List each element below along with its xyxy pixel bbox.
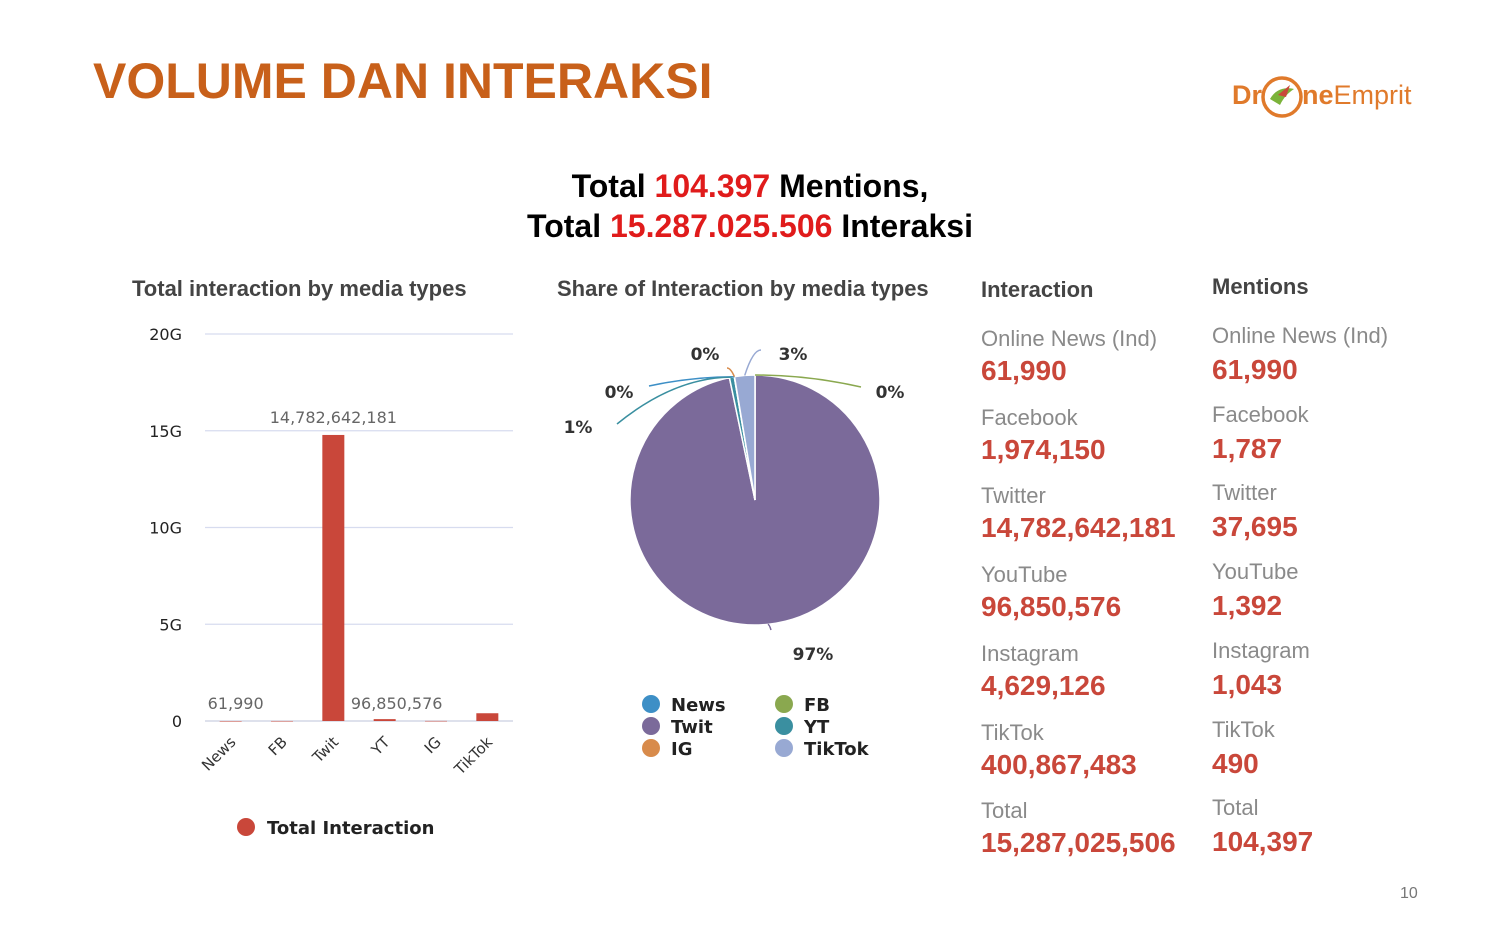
pie-legend-marker	[642, 695, 660, 713]
bar	[219, 720, 242, 722]
pie-legend-label: IG	[671, 739, 692, 760]
pie-legend-label: TikTok	[804, 739, 870, 760]
stat-value: 4,629,126	[981, 669, 1106, 701]
stat-value: 1,787	[1212, 432, 1283, 464]
stat-value: 1,974,150	[981, 433, 1106, 465]
pie-legend-label: News	[671, 695, 726, 716]
stat-label: Total	[1212, 795, 1259, 821]
slide-title: VOLUME DAN INTERAKSI	[93, 53, 713, 109]
headline-mentions-suffix: Mentions,	[779, 168, 929, 204]
headline-mentions: Total 104.397 Mentions,	[0, 168, 1500, 205]
stat-label: Total	[981, 798, 1028, 824]
bar-x-tick-label: News	[198, 733, 240, 775]
bar-y-tick-label: 10G	[149, 519, 182, 538]
drone-emprit-logo: Dr neEmprit	[1232, 68, 1442, 122]
pie-connector	[767, 623, 772, 631]
pie-slice-label: 97%	[793, 645, 834, 665]
headline-interactions-suffix: Interaksi	[841, 208, 973, 244]
headline-mentions-prefix: Total	[571, 168, 646, 204]
logo-text-part3: Emprit	[1333, 80, 1412, 110]
stat-value: 37,695	[1212, 511, 1298, 543]
stat-value: 104,397	[1212, 826, 1314, 858]
bar-y-tick-label: 15G	[149, 422, 182, 441]
stat-label: TikTok	[1212, 716, 1275, 742]
pie-legend-marker	[642, 717, 660, 735]
stat-value: 96,850,576	[981, 591, 1122, 623]
pie-legend-label: FB	[804, 695, 830, 716]
bar-y-tick-label: 20G	[149, 325, 182, 344]
pie-legend-label: YT	[803, 717, 830, 738]
drone-bird-logo-icon	[1261, 76, 1303, 118]
stat-label: Facebook	[981, 404, 1078, 430]
stat-value: 15,287,025,506	[981, 827, 1176, 859]
bar-y-tick-label: 5G	[159, 615, 182, 634]
stat-value: 490	[1212, 747, 1259, 779]
stat-label: Twitter	[1212, 480, 1277, 506]
bar	[425, 720, 447, 722]
bar-data-label: 96,850,576	[351, 694, 443, 713]
bar-x-tick-label: Twit	[308, 733, 342, 767]
bar	[373, 719, 396, 721]
headline-interactions: Total 15.287.025.506 Interaksi	[0, 208, 1500, 245]
bar-legend-label: Total Interaction	[267, 818, 434, 839]
bar-x-tick-label: TikTok	[450, 733, 496, 779]
bar-x-tick-label: FB	[265, 733, 291, 759]
stat-label: Instagram	[981, 640, 1079, 666]
stat-label: Twitter	[981, 483, 1046, 509]
bar-data-label: 61,990	[208, 694, 264, 713]
stat-label: YouTube	[981, 562, 1068, 588]
pie-slice-label: 0%	[691, 345, 720, 365]
stat-value: 61,990	[1212, 354, 1298, 385]
pie-legend-marker	[775, 739, 793, 757]
bar-chart: 0 5G 10G 15G 20G News FB Twit YT IG TikTok 61,990 14…	[149, 325, 513, 839]
pie-connector	[744, 349, 762, 376]
pie-chart-title: Share of Interaction by media types	[557, 276, 929, 301]
stat-label: Instagram	[1212, 637, 1310, 663]
pie-legend-marker	[642, 739, 660, 757]
bar	[271, 720, 293, 722]
stat-label: Facebook	[1212, 401, 1309, 427]
pie-connector	[755, 374, 862, 388]
bar-legend-marker	[237, 818, 255, 836]
pie-legend-label: Twit	[671, 717, 713, 738]
bar-x-tick-label: IG	[421, 733, 445, 757]
stat-label: Online News (Ind)	[981, 326, 1158, 351]
pie-slice-label: 1%	[564, 418, 593, 438]
pie-slice-label: 3%	[779, 345, 808, 365]
bar	[322, 434, 345, 721]
headline-interactions-number: 15.287.025.506	[610, 208, 833, 244]
pie-connector	[616, 376, 732, 425]
bar-chart-title: Total interaction by media types	[132, 276, 467, 301]
stat-value: 61,990	[981, 355, 1067, 386]
stat-label: Online News (Ind)	[1212, 323, 1389, 348]
page-number: 10	[1400, 885, 1418, 902]
headline-interactions-prefix: Total	[527, 208, 602, 244]
bar-data-label: 14,782,642,181	[270, 408, 397, 427]
mentions-title: Mentions	[1212, 274, 1309, 299]
pie-legend-marker	[775, 717, 793, 735]
stat-value: 1,043	[1212, 668, 1283, 700]
stat-label: TikTok	[981, 719, 1044, 745]
pie-connector	[726, 367, 736, 378]
stat-value: 1,392	[1212, 590, 1283, 622]
pie-slice-label: 0%	[876, 383, 905, 403]
stat-value: 400,867,483	[981, 748, 1137, 780]
bar-x-tick-label: YT	[367, 733, 394, 760]
logo-text-part2: ne	[1302, 80, 1334, 110]
pie-slice-label: 0%	[605, 383, 634, 403]
bar-y-tick-label: 0	[172, 712, 182, 731]
interaction-title: Interaction	[981, 277, 1094, 302]
stat-label: YouTube	[1212, 559, 1299, 585]
stat-value: 14,782,642,181	[981, 512, 1176, 544]
pie-legend-marker	[775, 695, 793, 713]
headline-mentions-number: 104.397	[654, 168, 771, 204]
logo-text-part1: Dr	[1232, 80, 1263, 110]
bar	[476, 713, 499, 721]
